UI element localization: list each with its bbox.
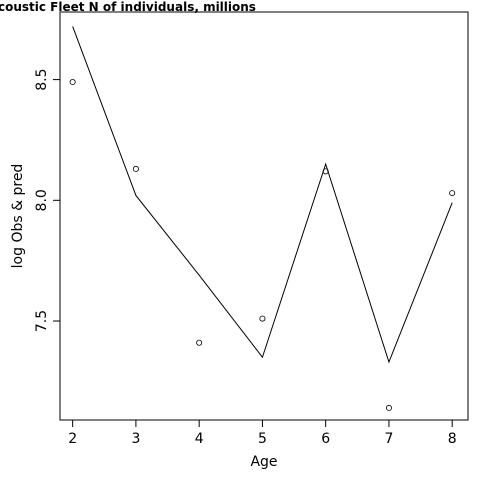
- plot-frame: [59, 11, 469, 421]
- x-tick-label: 5: [258, 431, 267, 447]
- observed-point: [196, 339, 203, 346]
- x-tick-label: 7: [384, 431, 393, 447]
- x-tick-label: 8: [448, 431, 457, 447]
- y-axis-label: log Obs & pred: [10, 164, 26, 269]
- series-layer: [69, 26, 456, 411]
- x-tick-label: 3: [131, 431, 140, 447]
- y-tick-label: 8.0: [34, 189, 50, 211]
- observed-point: [449, 190, 456, 197]
- x-axis: 2 3 4 5 6 7 8: [68, 420, 457, 447]
- y-tick-label: 8.5: [34, 68, 50, 90]
- observed-point: [385, 404, 392, 411]
- x-tick-label: 2: [68, 431, 77, 447]
- x-axis-label: Age: [250, 454, 277, 470]
- y-tick-label: 7.5: [34, 310, 50, 332]
- y-axis: 7.5 8.0 8.5: [34, 68, 60, 332]
- observed-point: [132, 165, 139, 172]
- observed-point: [259, 315, 266, 322]
- predicted-line: [72, 26, 453, 364]
- chart-title: coustic Fleet N of individuals, millions: [0, 0, 256, 14]
- x-tick-label: 4: [195, 431, 204, 447]
- x-tick-label: 6: [321, 431, 330, 447]
- observed-point: [322, 168, 329, 175]
- observed-point: [69, 79, 76, 86]
